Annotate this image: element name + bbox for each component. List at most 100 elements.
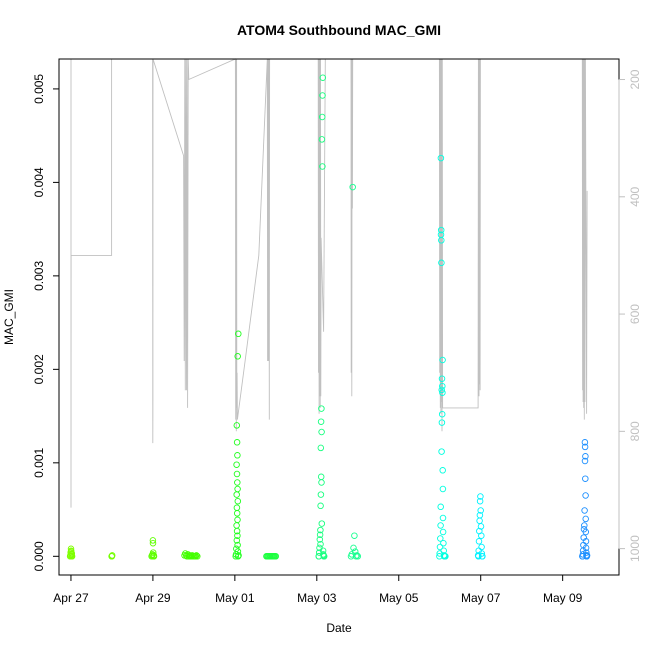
x-tick-label: May 05 bbox=[379, 591, 419, 605]
data-point bbox=[442, 553, 449, 560]
data-point bbox=[579, 553, 586, 560]
y-axis: 0.000 0.001 0.002 0.003 0.004 0.005 bbox=[32, 74, 60, 571]
data-point bbox=[318, 428, 325, 436]
data-point bbox=[439, 467, 446, 474]
data-point bbox=[318, 520, 326, 527]
x-tick-label: May 03 bbox=[297, 591, 337, 605]
y-tick-label: 0.000 bbox=[32, 541, 46, 571]
data-point bbox=[234, 532, 241, 539]
data-point bbox=[272, 553, 280, 560]
data-point bbox=[581, 522, 588, 529]
chart-title: ATOM4 Southbound MAC_GMI bbox=[237, 22, 441, 38]
data-point bbox=[318, 479, 325, 486]
data-point bbox=[437, 226, 445, 234]
data-point bbox=[582, 515, 589, 523]
data-point bbox=[351, 532, 358, 539]
data-point bbox=[234, 479, 241, 486]
data-point bbox=[149, 537, 157, 544]
data-point bbox=[476, 517, 483, 525]
data-point bbox=[440, 539, 447, 547]
data-point bbox=[235, 552, 242, 559]
data-point bbox=[318, 136, 326, 143]
data-point bbox=[233, 491, 240, 498]
data-point bbox=[582, 453, 589, 460]
data-point bbox=[439, 485, 447, 493]
data-point bbox=[316, 531, 324, 539]
x-tick-label: May 01 bbox=[215, 591, 255, 605]
data-point bbox=[317, 502, 324, 510]
data-point bbox=[350, 544, 357, 552]
data-point bbox=[438, 259, 445, 267]
data-point bbox=[582, 492, 589, 499]
data-point bbox=[438, 448, 445, 455]
scatter-point-layer bbox=[66, 74, 591, 560]
data-point bbox=[316, 536, 324, 543]
data-point bbox=[437, 503, 444, 511]
data-point bbox=[319, 92, 326, 99]
data-point bbox=[477, 507, 484, 514]
data-point bbox=[234, 353, 241, 360]
data-point bbox=[438, 386, 445, 394]
right-tick-label: 200 bbox=[628, 69, 642, 89]
data-point bbox=[233, 537, 241, 544]
y-axis-label: MAC_GMI bbox=[2, 289, 16, 345]
data-point bbox=[148, 553, 155, 560]
data-point bbox=[193, 552, 200, 559]
x-axis: Apr 27 Apr 29 May 01 May 03 May 05 May 07 May … bbox=[53, 574, 583, 605]
data-point bbox=[583, 552, 591, 559]
y-tick-label: 0.002 bbox=[32, 354, 46, 384]
y-tick-label: 0.003 bbox=[32, 261, 46, 291]
data-point bbox=[317, 526, 324, 534]
data-point bbox=[439, 528, 447, 536]
data-point bbox=[233, 522, 240, 529]
data-point bbox=[234, 516, 241, 524]
data-point bbox=[194, 553, 201, 560]
data-point bbox=[233, 461, 240, 468]
y-tick-label: 0.001 bbox=[32, 447, 46, 477]
data-point bbox=[234, 452, 241, 459]
data-point bbox=[354, 553, 362, 560]
data-point bbox=[438, 237, 445, 244]
data-point bbox=[319, 163, 326, 170]
data-point bbox=[436, 543, 444, 551]
data-point bbox=[437, 522, 444, 529]
data-point bbox=[439, 356, 446, 364]
data-point bbox=[475, 538, 483, 545]
data-point bbox=[438, 419, 446, 426]
data-point bbox=[582, 475, 589, 482]
data-point bbox=[478, 532, 485, 539]
data-point bbox=[439, 382, 446, 390]
data-point bbox=[149, 539, 157, 547]
x-tick-label: May 07 bbox=[461, 591, 501, 605]
depth-series-line bbox=[70, 58, 588, 508]
data-point bbox=[318, 405, 325, 412]
x-axis-label: Date bbox=[326, 621, 352, 635]
data-point bbox=[476, 497, 484, 505]
data-point bbox=[352, 553, 360, 560]
data-point bbox=[192, 553, 199, 560]
data-point bbox=[581, 507, 588, 514]
right-tick-label: 400 bbox=[628, 186, 642, 206]
data-point bbox=[233, 504, 241, 511]
data-point bbox=[479, 553, 486, 560]
data-point bbox=[234, 497, 242, 505]
data-point bbox=[317, 418, 325, 425]
data-point bbox=[474, 552, 482, 559]
data-point bbox=[233, 422, 241, 429]
x-tick-label: Apr 27 bbox=[53, 591, 89, 605]
data-point bbox=[439, 514, 447, 522]
data-point bbox=[582, 528, 590, 536]
data-point bbox=[234, 485, 241, 493]
data-point bbox=[235, 330, 242, 338]
right-tick-label: 800 bbox=[628, 421, 642, 441]
depth-line-layer bbox=[70, 58, 588, 508]
data-point bbox=[581, 457, 589, 465]
data-point bbox=[478, 543, 485, 551]
data-point bbox=[68, 553, 75, 560]
data-point bbox=[437, 154, 445, 162]
data-point bbox=[233, 527, 241, 535]
data-point bbox=[233, 470, 241, 478]
data-point bbox=[232, 553, 239, 560]
data-point bbox=[437, 535, 444, 542]
right-tick-label: 600 bbox=[628, 304, 642, 324]
